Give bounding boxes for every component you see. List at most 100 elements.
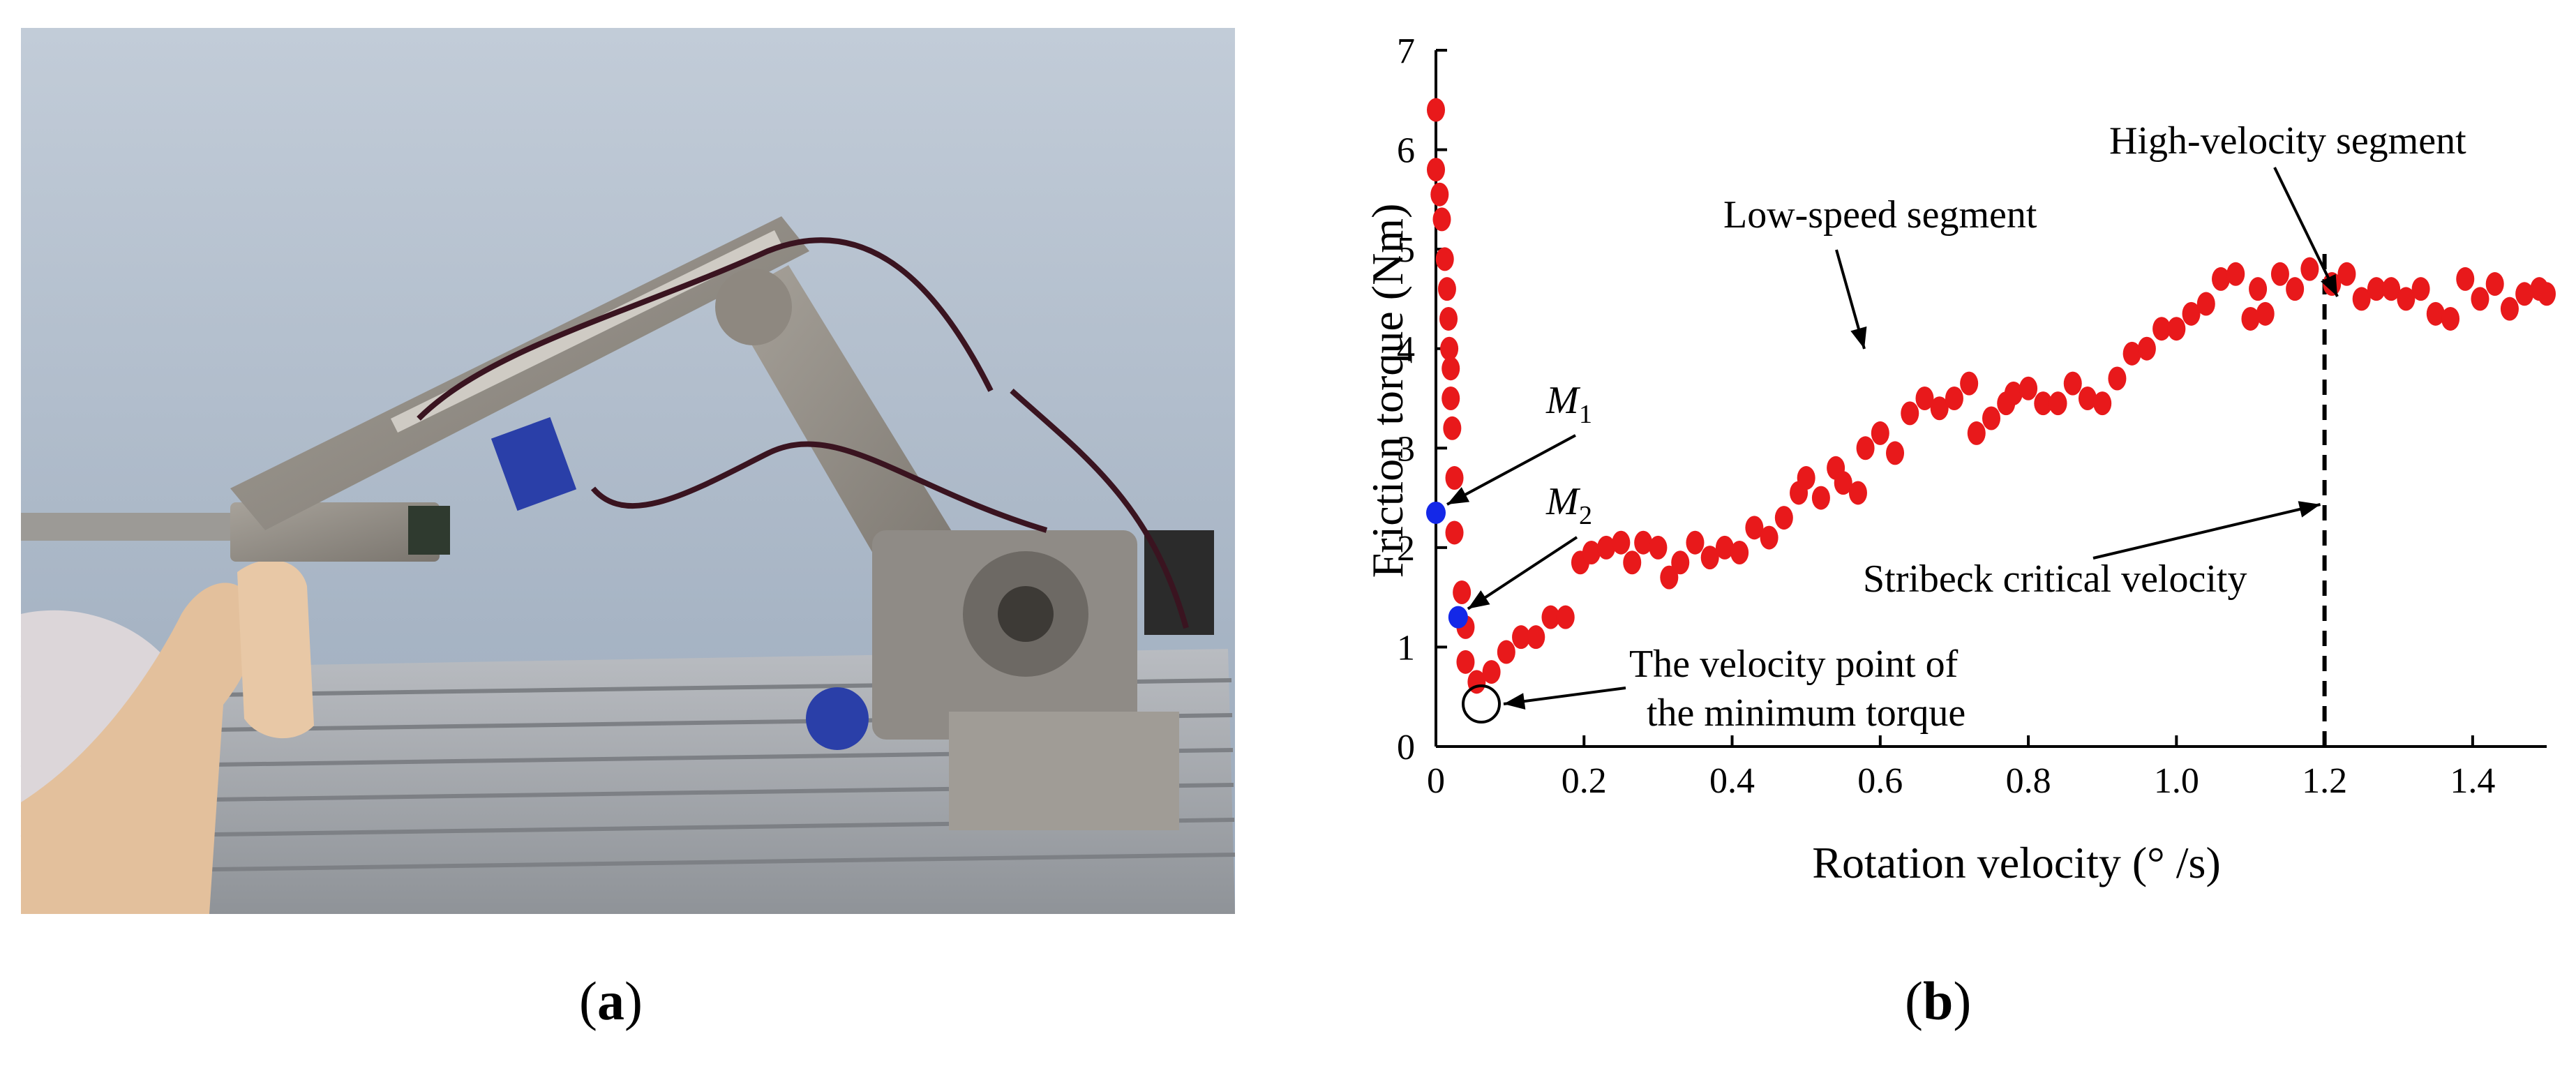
data-point xyxy=(1700,546,1719,570)
data-point xyxy=(2063,371,2082,396)
y-tick-label: 6 xyxy=(1397,131,1415,171)
data-point xyxy=(1556,605,1575,629)
data-point xyxy=(1432,207,1451,232)
annotation-arrows xyxy=(1446,167,2339,710)
arrow-m1 xyxy=(1446,434,1576,506)
upper-link xyxy=(726,265,977,600)
data-point xyxy=(2196,292,2215,316)
data-point xyxy=(2152,317,2171,341)
data-point xyxy=(1671,550,1690,575)
m2-subscript: 2 xyxy=(1579,501,1592,530)
data-point xyxy=(2182,301,2201,326)
data-point xyxy=(1774,506,1793,530)
data-point xyxy=(1886,441,1905,465)
data-point xyxy=(2441,306,2460,331)
data-point xyxy=(1453,580,1472,605)
x-tick-label: 0.6 xyxy=(1857,761,1903,801)
annotation-m2: M 2 xyxy=(1545,480,1592,530)
x-tick-label: 1.2 xyxy=(2302,761,2347,801)
minimum-torque-circle xyxy=(1462,684,1501,724)
data-point xyxy=(1435,247,1454,271)
arrow-stribeck xyxy=(2092,501,2321,560)
data-point xyxy=(1967,421,1986,445)
chart-panel: 0 0.2 0.4 0.6 0.8 1.0 1.2 1.4 0 1 2 3 4 5 6 7 Friction … xyxy=(1249,0,2576,921)
data-point xyxy=(1497,640,1515,664)
x-tick-label: 1.4 xyxy=(2450,761,2495,801)
data-point xyxy=(1482,660,1501,684)
data-point xyxy=(2382,277,2401,301)
data-point xyxy=(2300,257,2319,281)
encoder xyxy=(806,687,869,750)
arrow-min-torque xyxy=(1503,687,1626,710)
x-tick-label: 0.8 xyxy=(2006,761,2051,801)
data-point xyxy=(2226,262,2245,286)
caption-a: (a) xyxy=(579,970,643,1031)
data-point xyxy=(1427,98,1445,122)
y-tick-label: 3 xyxy=(1397,429,1415,469)
data-point xyxy=(2137,336,2156,361)
x-tick-label: 0.2 xyxy=(1562,761,1607,801)
data-point xyxy=(2485,272,2504,297)
friction-chart: 0 0.2 0.4 0.6 0.8 1.0 1.2 1.4 0 1 2 3 4 5 6 7 Friction … xyxy=(1363,31,2556,887)
data-point xyxy=(1834,471,1852,495)
annotation-stribeck: Stribeck critical velocity xyxy=(1863,557,2247,601)
data-point xyxy=(2049,391,2067,416)
patient-foot xyxy=(237,560,314,739)
arrow-low-speed xyxy=(1835,249,1867,350)
data-point xyxy=(1441,387,1460,410)
data-point xyxy=(1730,540,1749,564)
data-point xyxy=(2004,381,2023,405)
data-point xyxy=(1715,535,1734,560)
data-point xyxy=(2249,277,2268,301)
data-point xyxy=(1441,357,1460,381)
data-point xyxy=(2515,282,2534,306)
highlight-point-m2 xyxy=(1448,606,1468,629)
data-point xyxy=(1811,486,1830,510)
data-point xyxy=(2538,282,2556,306)
annotation-min-torque-line1: The velocity point of xyxy=(1629,643,1959,686)
arrow-high-velocity xyxy=(2273,167,2339,297)
data-point xyxy=(2108,366,2127,391)
annotation-m1: M 1 xyxy=(1545,379,1592,429)
data-point xyxy=(1797,466,1815,490)
data-point xyxy=(2456,267,2475,291)
highlighted-points xyxy=(1426,501,1468,629)
data-point xyxy=(2367,277,2386,301)
data-point xyxy=(2241,306,2260,331)
annotation-min-torque-line2: the minimum torque xyxy=(1647,691,1965,735)
carriage-sensor xyxy=(408,506,450,555)
caption-b: (b) xyxy=(1905,970,1972,1031)
arm-highlight xyxy=(391,230,781,433)
data-point xyxy=(1439,306,1458,331)
y-axis-label: Friction torque (Nm) xyxy=(1363,204,1412,578)
y-tick-label: 4 xyxy=(1397,330,1415,370)
data-point xyxy=(1915,387,1934,410)
data-point xyxy=(1597,535,1616,560)
data-point xyxy=(1856,436,1875,460)
data-point xyxy=(1527,625,1545,650)
device-photo xyxy=(0,0,1249,921)
data-point xyxy=(2167,317,2186,341)
data-point xyxy=(1960,371,1979,396)
x-tick-label: 0 xyxy=(1427,761,1445,801)
gearbox-shaft xyxy=(998,586,1054,642)
y-tick-label: 5 xyxy=(1397,230,1415,270)
data-point xyxy=(1623,550,1642,575)
data-point xyxy=(2019,376,2038,400)
device-photo-illustration xyxy=(20,28,1236,914)
patient-leg xyxy=(21,583,257,914)
data-point xyxy=(2034,391,2053,416)
data-point xyxy=(1848,481,1867,505)
data-point xyxy=(1512,625,1531,650)
annotation-high-velocity: High-velocity segment xyxy=(2109,119,2466,163)
data-point xyxy=(2078,387,2097,410)
data-point xyxy=(2286,277,2305,301)
data-point xyxy=(1445,520,1464,545)
annotation-low-speed: Low-speed segment xyxy=(1723,193,2037,237)
y-tick-label: 1 xyxy=(1397,628,1415,668)
data-points xyxy=(1427,98,2556,694)
m2-base: M xyxy=(1545,480,1581,523)
data-point xyxy=(1456,650,1475,674)
data-point xyxy=(2337,262,2356,286)
data-point xyxy=(1582,540,1601,564)
